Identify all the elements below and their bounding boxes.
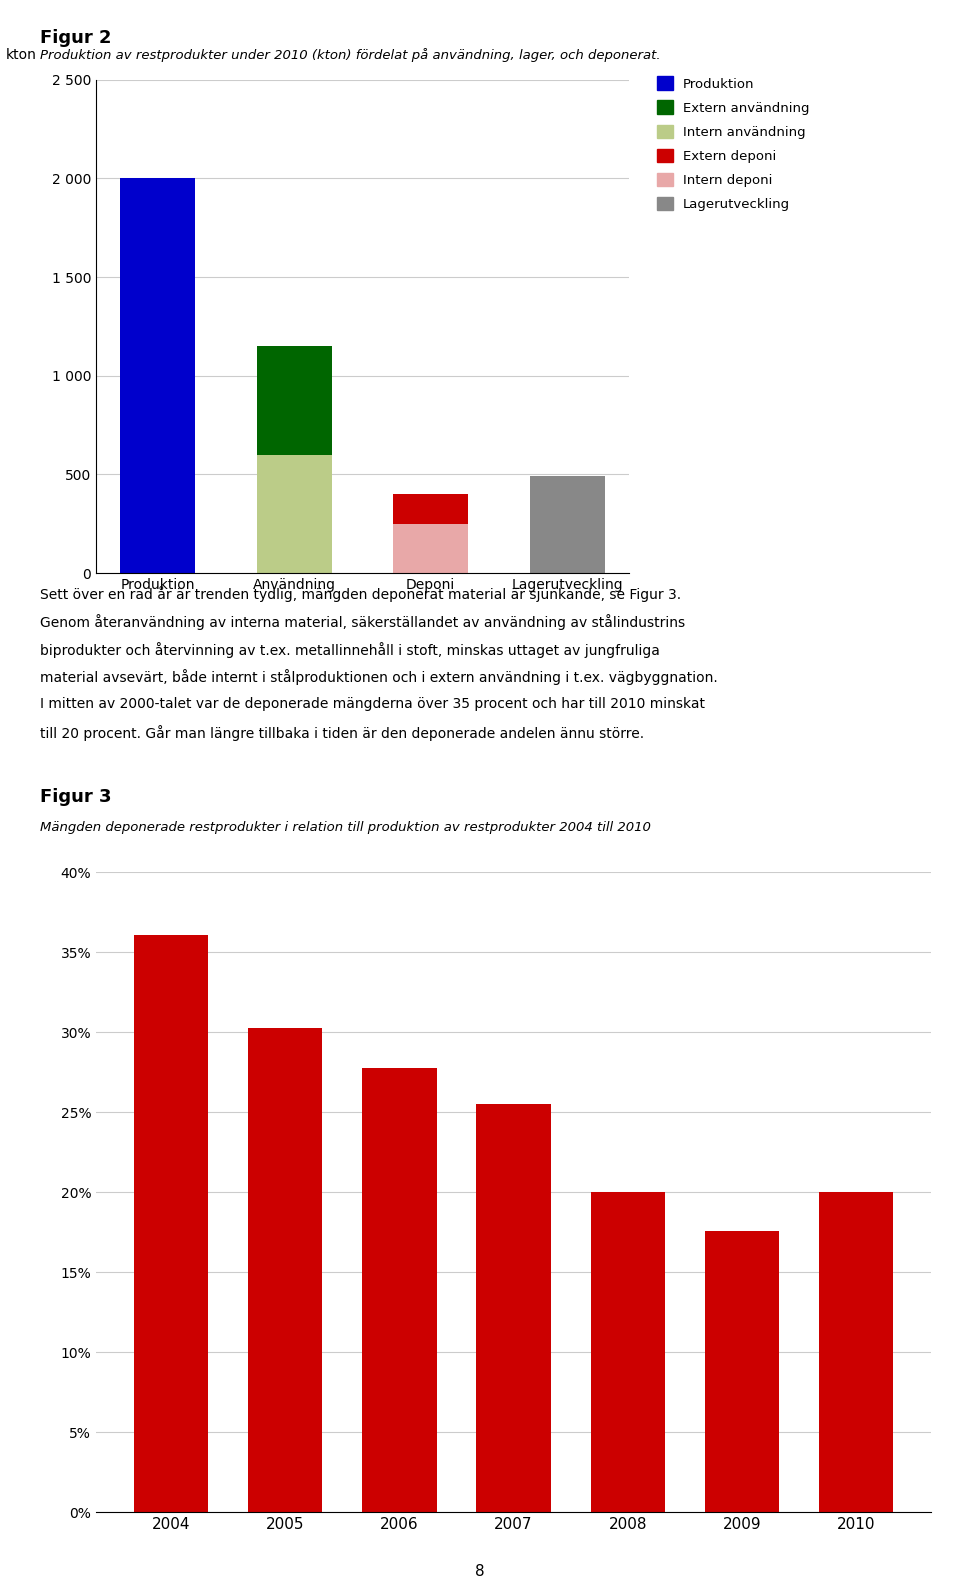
Text: kton: kton — [6, 48, 36, 62]
Bar — [256, 455, 332, 573]
Legend: Produktion, Extern användning, Intern användning, Extern deponi, Intern deponi, : Produktion, Extern användning, Intern an… — [657, 76, 809, 212]
Text: material avsevärt, både internt i stålproduktionen och i extern användning i t.e: material avsevärt, både internt i stålpr… — [40, 669, 718, 686]
Text: till 20 procent. Går man längre tillbaka i tiden är den deponerade andelen ännu : till 20 procent. Går man längre tillbaka… — [40, 726, 644, 742]
Text: 8: 8 — [475, 1563, 485, 1579]
Bar — [476, 1105, 551, 1512]
Text: Produktion av restprodukter under 2010 (kton) fördelat på användning, lager, och: Produktion av restprodukter under 2010 (… — [40, 48, 660, 62]
Bar — [362, 1068, 437, 1512]
Bar — [248, 1027, 323, 1512]
Text: Figur 2: Figur 2 — [40, 29, 111, 46]
Bar — [393, 494, 468, 524]
Text: I mitten av 2000-talet var de deponerade mängderna över 35 procent och har till : I mitten av 2000-talet var de deponerade… — [40, 697, 706, 712]
Bar — [393, 524, 468, 573]
Text: biprodukter och återvinning av t.ex. metallinnehåll i stoft, minskas uttaget av : biprodukter och återvinning av t.ex. met… — [40, 642, 660, 657]
Text: Sett över en rad år är trenden tydlig, mängden deponerat material är sjunkande, : Sett över en rad år är trenden tydlig, m… — [40, 586, 682, 602]
Bar — [256, 345, 332, 455]
Text: Figur 3: Figur 3 — [40, 788, 111, 806]
Bar — [134, 935, 208, 1512]
Bar — [590, 1192, 665, 1512]
Bar — [120, 178, 195, 573]
Bar — [819, 1192, 893, 1512]
Bar — [530, 476, 605, 573]
Text: Genom återanvändning av interna material, säkerställandet av användning av ståli: Genom återanvändning av interna material… — [40, 613, 685, 630]
Bar — [705, 1231, 780, 1512]
Text: Mängden deponerade restprodukter i relation till produktion av restprodukter 200: Mängden deponerade restprodukter i relat… — [40, 821, 651, 834]
